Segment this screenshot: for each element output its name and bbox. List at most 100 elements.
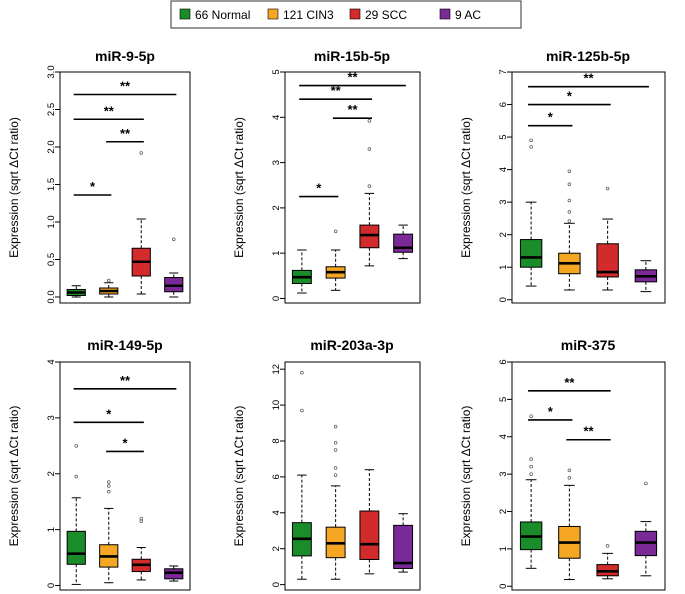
outlier-point [106,480,111,484]
y-tick-label: 0 [271,296,282,301]
y-tick-label: 6 [498,359,509,364]
outlier-point [367,184,372,188]
y-tick-label: 3.0 [46,65,57,78]
plot-frame [284,71,421,304]
y-axis-label: Expression (sqrt ΔCt ratio) [7,117,21,258]
outlier-point [367,119,372,123]
y-tick-label: 0.5 [46,253,57,266]
significance-label: ** [120,373,131,388]
outlier-point [333,466,338,470]
y-tick-label: 4 [498,167,509,172]
plot-frame [59,361,191,591]
significance-label: ** [583,71,594,86]
outlier-point [529,472,533,476]
box-ac [393,513,414,573]
y-tick-label: 0 [498,584,509,589]
outlier-point [74,474,78,479]
y-tick-label: 3 [46,415,57,420]
box-ac [393,224,414,260]
y-tick-label: 2 [498,232,509,237]
outlier-point [139,151,144,155]
box-normal [66,444,86,585]
y-tick-label: 4 [271,510,282,515]
outlier-point [333,441,338,445]
y-tick-label: 10 [271,400,282,411]
box-ac [164,237,184,298]
panels: miR-9-5p Expression (sqrt ΔCt ratio) 0.0 0.… [7,48,666,591]
outlier-point [605,544,610,548]
box-cin3 [99,480,119,584]
box-normal [519,138,543,287]
y-tick-label: 8 [271,438,282,443]
y-tick-label: 0 [271,582,282,587]
y-tick-label: 5 [498,397,509,402]
box-ac [164,565,184,582]
significance-label: * [90,179,96,194]
y-axis-label: Expression (sqrt ΔCt ratio) [232,406,246,547]
y-tick-label: 1 [46,527,57,532]
y-tick-label: 3 [498,199,509,204]
box-scc [596,186,619,291]
outlier-point [139,516,144,521]
box-normal [291,249,312,294]
significance-label: ** [347,102,358,117]
legend: 66 Normal 121 CIN3 29 SCC 9 AC [170,0,522,29]
plot-frame [511,71,666,304]
significance-label: ** [104,103,115,118]
y-tick-label: 2 [271,546,282,551]
y-tick-label: 0.0 [46,290,57,303]
chart-panel: miR-203a-3p Expression (sqrt ΔCt ratio) 0 2… [232,337,421,591]
box-iqr [393,233,414,253]
outlier-point [605,186,610,191]
chart-panel: miR-375 Expression (sqrt ΔCt ratio) 0 1 2 3 4 5… [459,337,666,591]
legend-swatch-cin3 [267,8,279,20]
y-tick-label: 2 [46,471,57,476]
box-scc [131,516,151,581]
significance-label: * [548,404,554,419]
outlier-point [644,481,648,486]
y-tick-label: 4 [46,359,57,364]
chart-title: miR-203a-3p [310,337,393,353]
box-iqr [519,239,543,268]
box-iqr [359,510,380,560]
outlier-point [74,444,78,448]
box-scc [359,119,380,267]
box-ac [634,260,658,293]
significance-label: * [106,406,112,421]
box-normal [66,285,86,298]
box-normal [291,371,312,580]
y-tick-label: 0 [498,297,509,302]
outlier-point [333,229,338,234]
legend-label-normal: 66 Normal [195,8,250,22]
plot-frame [284,361,421,591]
box-cin3 [558,468,581,581]
y-tick-label: 2.5 [46,103,57,116]
legend-swatch-scc [349,8,361,20]
significance-label: ** [120,126,131,141]
outlier-point [333,424,338,429]
y-tick-label: 3 [498,471,509,476]
y-tick-label: 6 [498,102,509,107]
legend-label-cin3: 121 CIN3 [283,8,334,22]
box-scc [359,469,380,575]
chart-title: miR-15b-5p [314,48,390,64]
outlier-point [367,147,372,151]
box-normal [519,414,543,569]
chart-panel: miR-9-5p Expression (sqrt ΔCt ratio) 0.0 0.… [7,48,191,304]
y-tick-label: 5 [498,134,509,139]
significance-label: * [316,181,322,196]
outlier-point [529,457,533,461]
significance-label: * [567,89,573,104]
outlier-point [567,169,572,173]
y-tick-label: 2 [271,205,282,210]
significance-label: ** [564,375,575,390]
outlier-point [333,448,338,452]
outlier-point [106,489,111,494]
outlier-point [567,468,572,473]
box-cin3 [558,169,581,291]
significance-label: ** [347,70,358,85]
chart-title: miR-125b-5p [546,48,630,64]
chart-panel: miR-125b-5p Expression (sqrt ΔCt ratio) 0 1… [459,48,666,304]
outlier-point [106,278,111,283]
box-iqr [66,530,86,565]
